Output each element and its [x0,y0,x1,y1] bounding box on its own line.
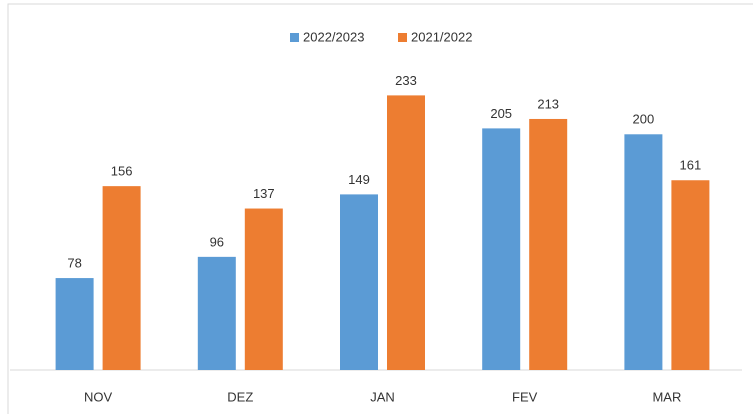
data-label: 137 [253,186,275,201]
bar [387,95,425,371]
legend-label: 2021/2022 [411,29,472,44]
data-label: 213 [537,96,559,111]
legend-label: 2022/2023 [303,29,364,44]
bar [244,208,283,370]
data-label: 233 [395,73,417,88]
data-label: 78 [67,256,81,271]
data-label: 205 [490,106,512,121]
x-tick-label: JAN [370,389,395,404]
data-label: 200 [633,112,655,127]
data-label: 161 [680,158,702,173]
bar [197,256,236,370]
data-label: 96 [210,234,224,249]
x-tick-label: DEZ [227,389,253,404]
bar [671,180,710,370]
legend-swatch [290,33,299,42]
x-tick-label: MAR [652,389,681,404]
bar [624,134,663,370]
legend-swatch [398,33,407,42]
data-label: 149 [348,172,370,187]
x-tick-label: NOV [84,389,113,404]
bar [102,186,141,370]
data-label: 156 [111,164,133,179]
x-tick-label: FEV [512,389,538,404]
bar [482,128,521,370]
bar [529,118,568,370]
bar [55,278,94,370]
bar [340,194,378,370]
